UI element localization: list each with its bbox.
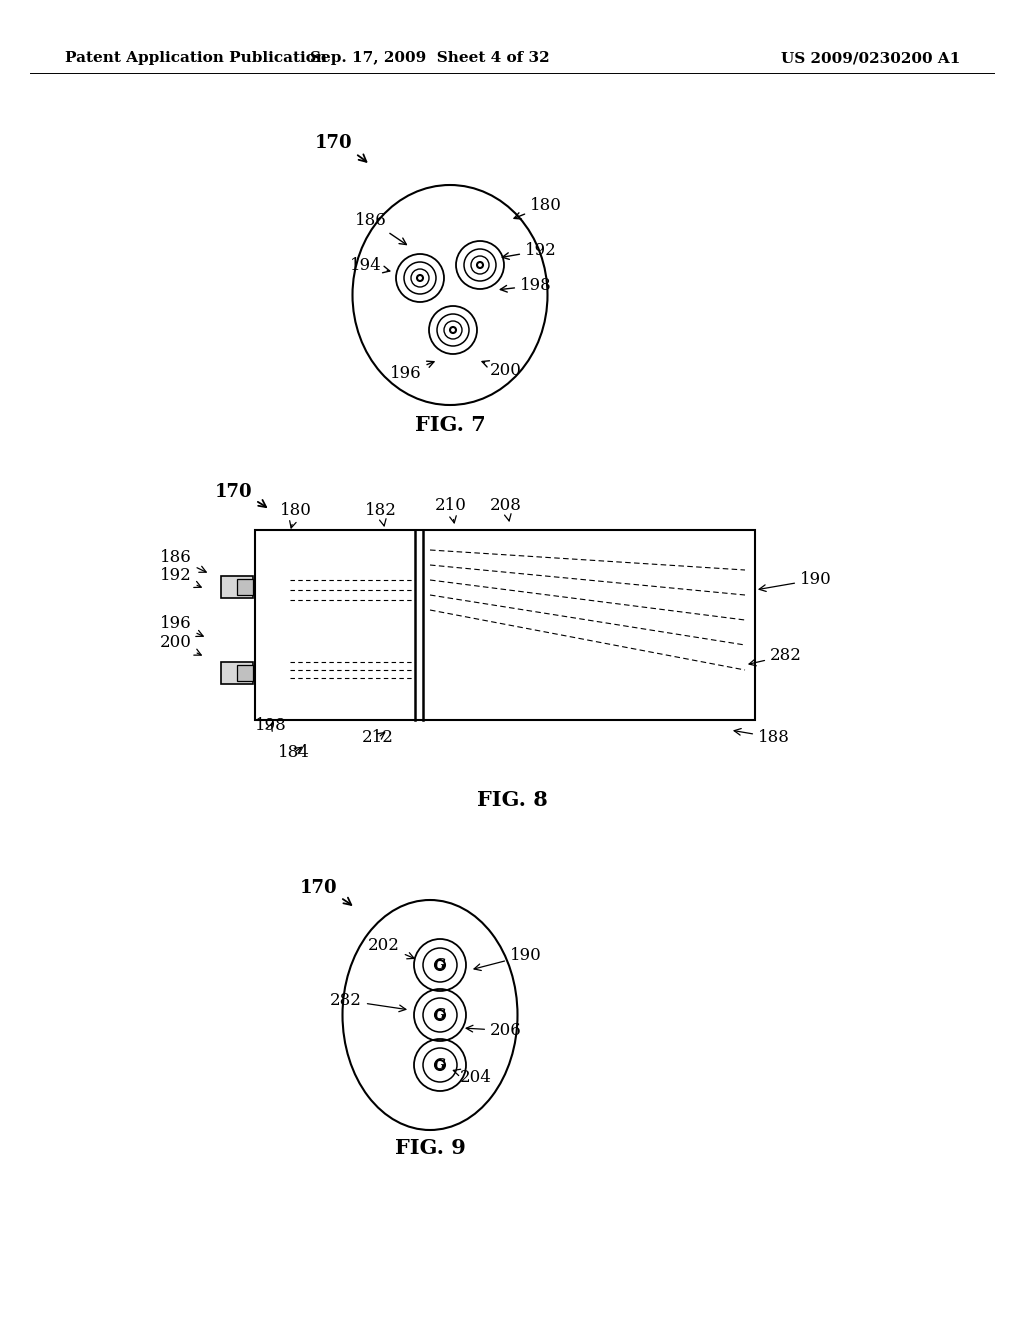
Text: 190: 190 <box>474 946 542 970</box>
Bar <box>237 579 253 595</box>
Text: 186: 186 <box>355 213 407 244</box>
Text: 188: 188 <box>734 729 790 746</box>
Text: 202: 202 <box>368 937 414 958</box>
Text: 170: 170 <box>315 135 367 162</box>
Text: 180: 180 <box>514 197 562 219</box>
Bar <box>237 665 253 681</box>
Text: 200: 200 <box>482 360 522 379</box>
Bar <box>255 531 755 719</box>
Text: 192: 192 <box>502 242 557 260</box>
Text: 204: 204 <box>454 1069 492 1086</box>
Text: G: G <box>434 1059 445 1072</box>
Text: 282: 282 <box>330 993 406 1011</box>
Text: G: G <box>434 958 445 972</box>
Text: 206: 206 <box>466 1022 522 1039</box>
Text: 196: 196 <box>390 362 434 381</box>
Text: 184: 184 <box>278 744 310 762</box>
Text: 200: 200 <box>160 634 202 655</box>
Text: 182: 182 <box>365 502 397 525</box>
Bar <box>221 576 253 598</box>
Text: 196: 196 <box>160 615 203 636</box>
Text: 170: 170 <box>300 879 351 906</box>
Text: 208: 208 <box>490 498 522 521</box>
Text: US 2009/0230200 A1: US 2009/0230200 A1 <box>780 51 961 65</box>
Text: 198: 198 <box>501 277 552 294</box>
Text: 170: 170 <box>215 483 266 507</box>
Bar <box>221 663 253 684</box>
Text: Patent Application Publication: Patent Application Publication <box>65 51 327 65</box>
Text: 186: 186 <box>160 549 206 573</box>
Text: Sep. 17, 2009  Sheet 4 of 32: Sep. 17, 2009 Sheet 4 of 32 <box>310 51 550 65</box>
Text: 210: 210 <box>435 498 467 523</box>
Text: 282: 282 <box>750 647 802 665</box>
Text: 192: 192 <box>160 568 201 587</box>
Text: 198: 198 <box>255 717 287 734</box>
Text: 190: 190 <box>759 572 831 591</box>
Text: FIG. 9: FIG. 9 <box>394 1138 466 1158</box>
Text: FIG. 8: FIG. 8 <box>476 789 548 810</box>
Text: G: G <box>434 1008 445 1022</box>
Text: FIG. 7: FIG. 7 <box>415 414 485 436</box>
Text: 194: 194 <box>350 257 390 275</box>
Text: 212: 212 <box>362 729 394 746</box>
Text: 180: 180 <box>280 502 312 528</box>
